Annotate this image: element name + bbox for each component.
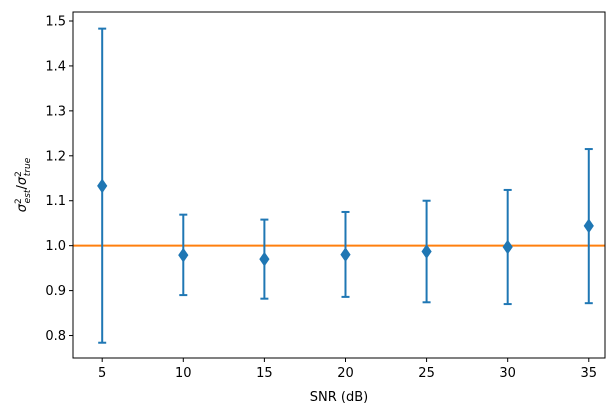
plot-frame: [72, 11, 606, 359]
x-tick-label: 25: [418, 366, 435, 381]
y-tick-label: 1.1: [45, 194, 66, 209]
y-axis: 0.8 0.9 1.0 1.1 1.2 1.3 1.4 1.5: [45, 14, 73, 344]
x-tick-label: 30: [499, 366, 516, 381]
data-point: [97, 178, 108, 194]
x-tick-label: 5: [98, 366, 106, 381]
x-tick-label: 35: [581, 366, 598, 381]
data-point: [340, 247, 351, 263]
y-tick-label: 1.3: [45, 104, 66, 119]
y-tick-label: 1.4: [45, 59, 66, 74]
data-point: [259, 251, 270, 267]
y-tick-label: 1.2: [45, 149, 66, 164]
y-axis-title: σ2est/σ2true: [14, 157, 33, 212]
data-point: [502, 239, 513, 255]
data-point: [583, 218, 594, 234]
plot-marks: [73, 27, 605, 344]
x-tick-label: 10: [175, 366, 192, 381]
data-point: [178, 247, 189, 263]
y-tick-label: 0.9: [45, 284, 66, 299]
y-tick-label: 0.8: [45, 329, 66, 344]
data-point: [421, 244, 432, 259]
x-axis: 5 10 15 20 25 30 35: [98, 358, 597, 381]
y-tick-label: 1.0: [45, 239, 66, 254]
y-tick-label: 1.5: [45, 14, 66, 29]
x-tick-label: 15: [256, 366, 273, 381]
x-tick-label: 20: [337, 366, 354, 381]
x-axis-title: SNR (dB): [310, 390, 368, 405]
